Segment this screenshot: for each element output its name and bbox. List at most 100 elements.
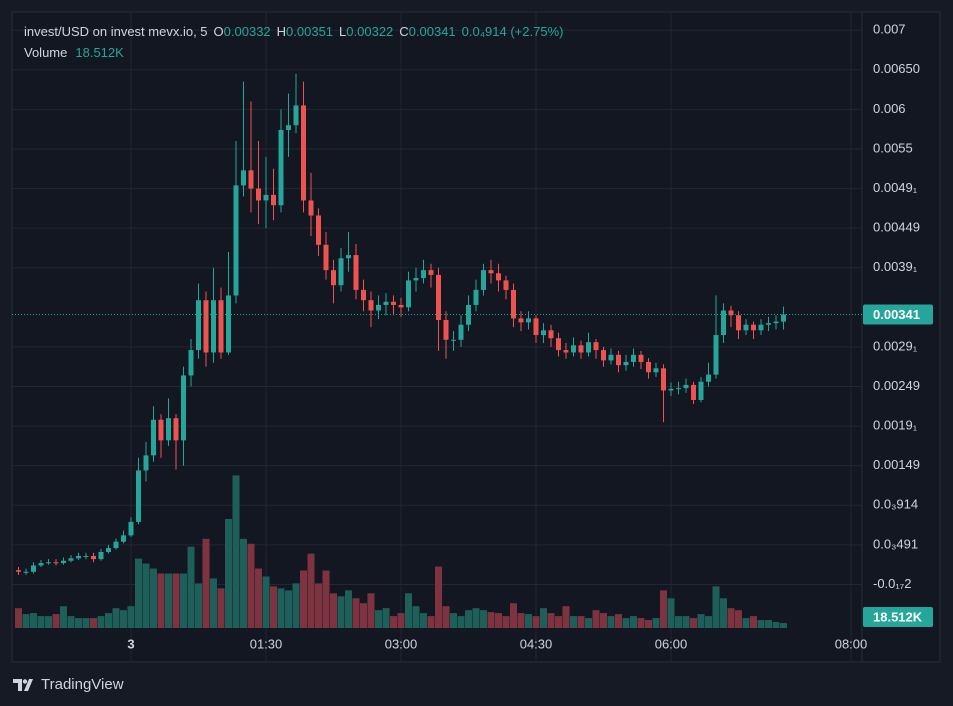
volume-bar — [299, 570, 307, 628]
logo-text: TradingView — [41, 676, 124, 693]
volume-bar — [149, 568, 157, 628]
candle-body — [128, 521, 134, 536]
volume-bar — [104, 613, 112, 628]
volume-bar — [622, 618, 630, 628]
candle-body — [721, 310, 727, 336]
volume-bar — [37, 616, 45, 628]
candle-body — [60, 560, 66, 564]
volume-bar — [450, 613, 458, 628]
ohlc-label: H — [277, 24, 286, 39]
volume-bar — [112, 608, 120, 628]
volume-bar — [292, 583, 300, 628]
legend: invest/USD on invest mevx.io, 5 O0.00332 H… — [24, 24, 563, 39]
volume-bar — [239, 538, 247, 628]
candle-body — [113, 541, 119, 549]
candle-body — [158, 419, 164, 441]
candle-body — [556, 338, 562, 351]
volume-bar — [397, 613, 405, 628]
candle-body — [698, 381, 704, 400]
y-tick-label: 0.0₃914 — [873, 497, 918, 512]
volume-badge-label: 18.512K — [873, 609, 923, 624]
volume-bar — [217, 588, 225, 628]
candle-body — [473, 289, 479, 305]
volume-bar — [667, 598, 675, 628]
volume-bar — [772, 622, 780, 628]
candle-body — [571, 345, 577, 353]
volume-bar — [404, 593, 412, 628]
candle-body — [593, 342, 599, 351]
candle-body — [728, 310, 734, 316]
change-label: 0.0₄914 (+2.75%) — [462, 24, 564, 39]
candle-body — [781, 314, 787, 322]
candle-body — [608, 354, 614, 361]
candle-body — [210, 300, 216, 353]
candle-body — [586, 342, 592, 353]
volume-bar — [660, 590, 668, 628]
volume-bar — [382, 608, 390, 628]
candle-body — [773, 321, 779, 324]
candle-body — [225, 295, 231, 353]
volume-bar — [187, 546, 195, 628]
volume-bar — [757, 620, 765, 628]
y-tick-label: 0.0049₁ — [873, 180, 918, 195]
volume-bar — [164, 573, 172, 628]
candle-body — [53, 562, 59, 564]
candle-body — [481, 270, 487, 290]
ohlc-value: 0.00332 — [224, 24, 271, 39]
candle-body — [143, 455, 149, 471]
volume-bar — [645, 620, 653, 628]
volume-bar — [600, 613, 608, 628]
volume-legend: Volume 18.512K — [24, 45, 124, 60]
candle-body — [375, 304, 381, 311]
volume-bar — [435, 566, 443, 628]
volume-name: Volume — [24, 45, 67, 60]
candle-body — [436, 274, 442, 320]
candle-body — [270, 194, 276, 206]
volume-bar — [442, 606, 450, 628]
candle-body — [360, 289, 366, 301]
candle-body — [255, 188, 261, 201]
chart-panel — [11, 11, 941, 663]
volume-bar — [314, 583, 322, 628]
volume-value: 18.512K — [75, 45, 124, 60]
price-badge-label: 0.00341 — [873, 307, 920, 322]
volume-bar — [262, 576, 270, 628]
volume-bar — [472, 608, 480, 628]
candle-body — [75, 555, 81, 559]
volume-bar — [97, 616, 105, 628]
candle-body — [503, 280, 509, 290]
volume-bar — [367, 593, 375, 628]
candle-body — [285, 125, 291, 130]
volume-bar — [682, 616, 690, 628]
candle-body — [323, 244, 329, 271]
candle-body — [278, 129, 284, 206]
volume-bar — [592, 610, 600, 628]
candle-body — [616, 354, 622, 366]
volume-bar — [412, 606, 420, 628]
y-tick-label: -0.0₁₇2 — [873, 576, 912, 591]
volume-bar — [510, 603, 518, 628]
ohlc-value: 0.00351 — [286, 24, 333, 39]
y-tick-label: 0.0029₁ — [873, 338, 918, 353]
volume-bar — [465, 610, 473, 628]
candle-body — [758, 324, 764, 331]
volume-bar — [329, 593, 337, 628]
volume-bar — [487, 612, 495, 628]
volume-bar — [540, 608, 548, 628]
ohlc-label: C — [399, 24, 408, 39]
x-tick-label: 08:00 — [835, 636, 868, 651]
candle-body — [188, 350, 194, 376]
candle-body — [563, 350, 569, 353]
volume-bar — [247, 543, 255, 628]
candle-body — [263, 194, 269, 201]
candle-body — [541, 330, 547, 336]
candle-body — [623, 361, 629, 366]
logo-dot — [22, 679, 28, 684]
x-tick-label: 06:00 — [655, 636, 688, 651]
candle-body — [420, 270, 426, 279]
candle-body — [203, 300, 209, 353]
y-tick-label: 0.00249 — [873, 378, 920, 393]
volume-bar — [179, 573, 187, 628]
volume-bar — [517, 613, 525, 628]
candle-body — [706, 374, 712, 382]
